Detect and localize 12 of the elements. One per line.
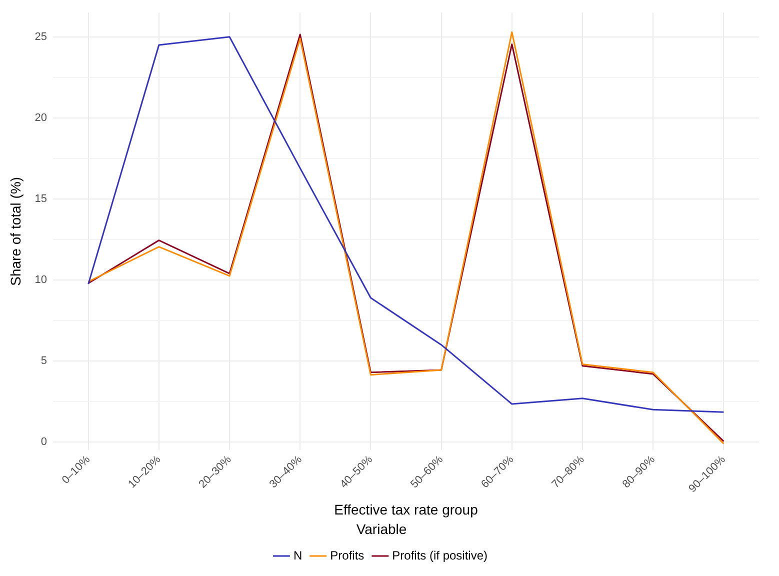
y-axis-title: Share of total (%) [7, 176, 24, 286]
y-tick-label: 5 [40, 355, 48, 368]
y-tick-label: 15 [34, 193, 48, 206]
y-tick-label: 25 [34, 30, 48, 43]
legend-label: Profits (if positive) [392, 548, 488, 562]
y-tick-label: 0 [40, 436, 48, 448]
legend-label: Profits [330, 548, 364, 562]
y-tick-label: 20 [34, 112, 48, 124]
x-axis-title: Effective tax rate group [334, 502, 478, 518]
legend-title: Variable [356, 521, 407, 538]
y-tick-label: 10 [34, 274, 48, 286]
legend-label: N [293, 548, 302, 562]
